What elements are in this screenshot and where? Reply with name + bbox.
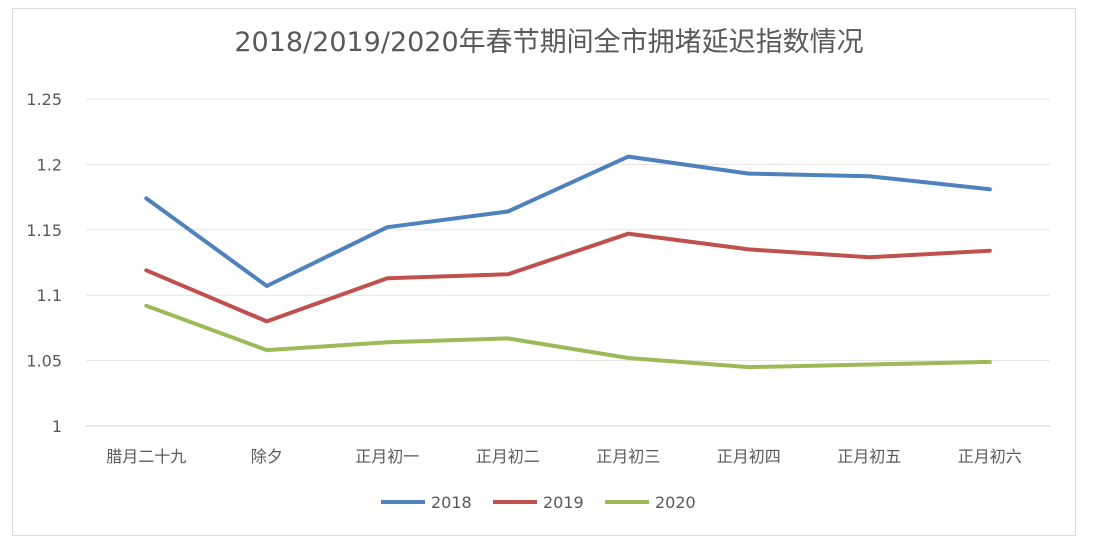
series-line-2020 — [144, 303, 992, 370]
chart-frame — [12, 8, 1076, 536]
x-axis-ticks: 腊月二十九 除夕 正月初一 正月初二 正月初三 正月初四 正月初五 正月初六 — [106, 447, 1022, 466]
y-axis-ticks: 1 1.05 1.1 1.15 1.2 1.25 — [26, 90, 62, 436]
chart-title: 2018/2019/2020年春节期间全市拥堵延迟指数情况 — [234, 27, 864, 58]
x-tick-label: 正月初四 — [717, 447, 781, 466]
y-tick-label: 1.05 — [26, 352, 62, 371]
x-tick-label: 正月初六 — [958, 447, 1022, 466]
y-tick-label: 1 — [52, 417, 62, 436]
x-tick-label: 正月初五 — [837, 447, 901, 466]
y-tick-label: 1.2 — [37, 155, 62, 174]
x-tick-label: 腊月二十九 — [106, 447, 186, 466]
legend-label-2020: 2020 — [655, 493, 696, 512]
series-lines — [144, 154, 992, 370]
legend-label-2019: 2019 — [543, 493, 584, 512]
y-tick-label: 1.1 — [37, 286, 62, 305]
legend-label-2018: 2018 — [431, 493, 472, 512]
y-tick-label: 1.25 — [26, 90, 62, 109]
x-tick-label: 除夕 — [251, 447, 283, 466]
legend: 2018 2019 2020 — [381, 493, 696, 512]
x-tick-label: 正月初三 — [596, 447, 660, 466]
series-line-2018 — [144, 154, 992, 288]
x-tick-label: 正月初一 — [355, 447, 419, 466]
gridlines — [86, 98, 1050, 427]
y-tick-label: 1.15 — [26, 221, 62, 240]
series-line-2019 — [144, 231, 992, 324]
x-tick-label: 正月初二 — [476, 447, 540, 466]
